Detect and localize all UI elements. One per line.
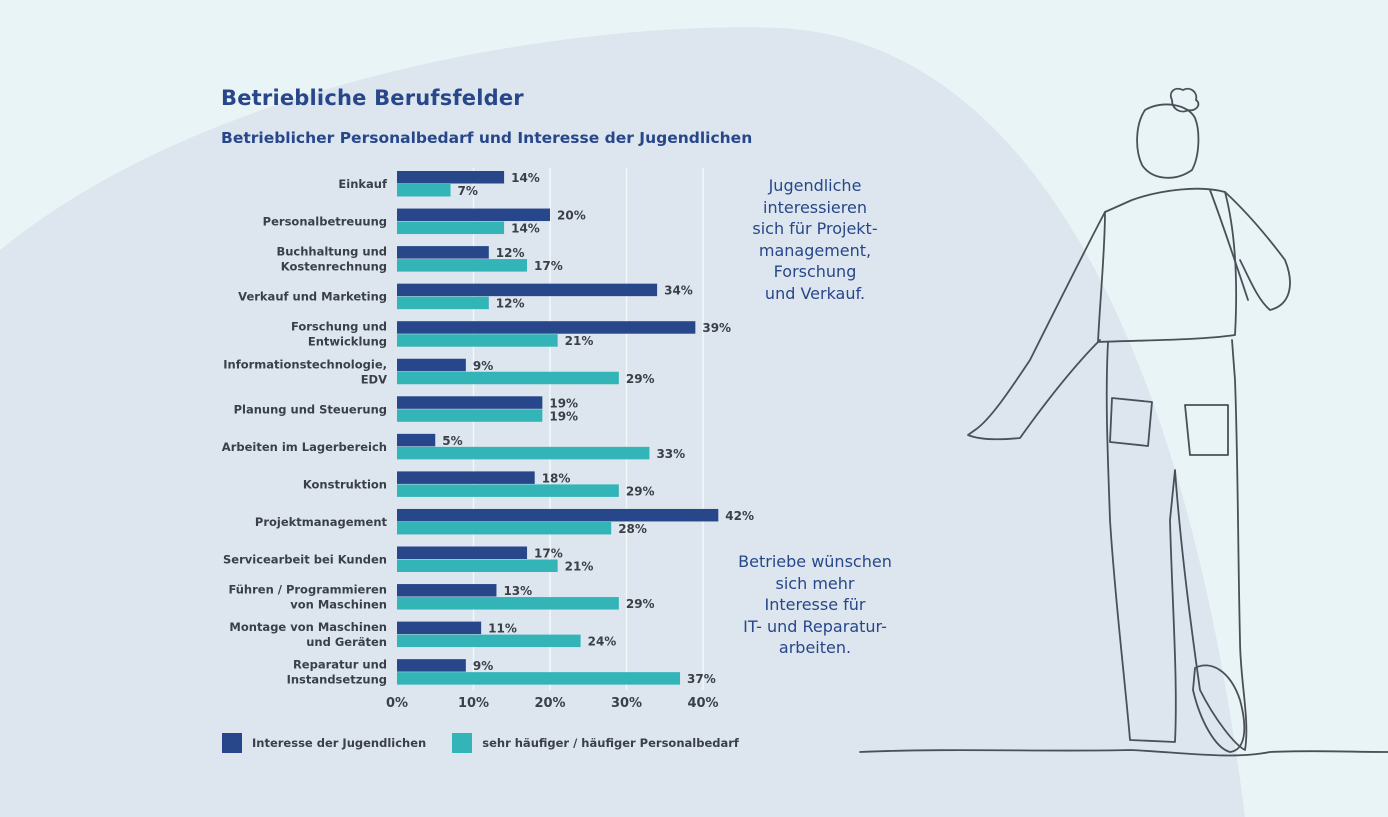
x-tick-label: 20% [534, 696, 565, 711]
bar-interest [397, 584, 497, 597]
value-label-interest: 42% [725, 509, 754, 523]
bar-demand [397, 184, 451, 197]
value-label-interest: 39% [702, 321, 731, 335]
bar-interest [397, 358, 466, 372]
category-label: Buchhaltung und [276, 245, 387, 259]
bar-interest [397, 246, 489, 259]
bar-interest [397, 283, 658, 297]
value-label-interest: 18% [542, 471, 571, 485]
category-label: Reparatur und [293, 658, 387, 672]
bar-demand [397, 634, 581, 648]
value-label-demand: 19% [549, 409, 578, 423]
bar-interest [397, 659, 466, 672]
bar-interest [397, 171, 505, 184]
category-label: von Maschinen [290, 598, 387, 612]
bar-demand [397, 296, 489, 310]
value-label-demand: 7% [458, 184, 478, 198]
category-label: Einkauf [338, 177, 388, 191]
bars [397, 171, 719, 685]
value-label-demand: 29% [626, 372, 655, 386]
bar-interest [397, 396, 543, 409]
value-label-demand: 21% [565, 560, 594, 574]
x-tick-label: 40% [687, 696, 718, 711]
value-label-demand: 37% [687, 672, 716, 686]
category-label: Montage von Maschinen [229, 620, 387, 634]
bar-demand [397, 672, 681, 685]
annotation-company-wish: Betriebe wünschen sich mehr Interesse fü… [738, 552, 892, 657]
value-label-demand: 29% [626, 484, 655, 498]
value-label-interest: 5% [442, 434, 462, 448]
legend-label-interest: Interesse der Jugendlichen [252, 736, 427, 750]
value-label-demand: 28% [618, 522, 647, 536]
value-label-demand: 33% [656, 447, 685, 461]
value-label-interest: 14% [511, 171, 540, 185]
value-label-interest: 9% [473, 359, 493, 373]
legend-label-demand: sehr häufiger / häufiger Personalbedarf [482, 736, 739, 750]
value-label-demand: 17% [534, 259, 563, 273]
bar-demand [397, 221, 505, 235]
value-label-demand: 29% [626, 597, 655, 611]
category-label: Planung und Steuerung [234, 402, 387, 416]
value-label-interest: 20% [557, 209, 586, 223]
category-label: Kostenrechnung [281, 260, 387, 274]
bar-demand [397, 597, 619, 610]
value-label-demand: 12% [496, 297, 525, 311]
bar-interest [397, 208, 550, 222]
bar-interest [397, 621, 482, 635]
chart-legend: Interesse der Jugendlichen sehr häufiger… [222, 733, 765, 753]
category-label: Entwicklung [308, 335, 387, 349]
category-label: Instandsetzung [287, 673, 387, 687]
legend-swatch-interest [222, 733, 242, 753]
x-tick-label: 10% [458, 696, 489, 711]
category-label: und Geräten [306, 635, 387, 649]
labels: 0% 10% 20% 30% 40% Einkauf 14% 7% Personalbetreu… [222, 171, 754, 711]
bar-demand [397, 521, 612, 535]
category-label: Führen / Programmieren [228, 583, 387, 597]
bar-interest [397, 508, 719, 522]
category-label: Konstruktion [303, 477, 387, 491]
value-label-interest: 17% [534, 547, 563, 561]
category-label: Verkauf und Marketing [238, 290, 387, 304]
legend-item-interest: Interesse der Jugendlichen [222, 733, 426, 753]
category-label: Projektmanagement [255, 515, 388, 529]
value-label-interest: 11% [488, 622, 517, 636]
bar-interest [397, 433, 436, 447]
bar-demand [397, 559, 558, 572]
bar-demand [397, 409, 543, 422]
x-tick-label: 0% [386, 696, 408, 711]
legend-item-demand: sehr häufiger / häufiger Personalbedarf [452, 733, 739, 753]
value-label-demand: 14% [511, 222, 540, 236]
annotation-youth-interest: Jugendliche interessieren sich für Proje… [752, 176, 878, 303]
bar-demand [397, 259, 528, 272]
category-label: Informationstechnologie, [223, 357, 387, 371]
bar-interest [397, 321, 696, 334]
background-arc-shape [0, 27, 1245, 817]
value-label-interest: 9% [473, 659, 493, 673]
category-label: Arbeiten im Lagerbereich [222, 440, 387, 454]
value-label-demand: 21% [565, 334, 594, 348]
x-tick-label: 30% [611, 696, 642, 711]
bar-interest [397, 546, 528, 559]
value-label-demand: 24% [588, 635, 617, 649]
value-label-interest: 13% [503, 584, 532, 598]
value-label-interest: 19% [549, 396, 578, 410]
bar-demand [397, 334, 558, 347]
bar-interest [397, 471, 535, 484]
category-label: Servicearbeit bei Kunden [223, 553, 387, 567]
legend-swatch-demand [452, 733, 473, 753]
page-title: Betriebliche Berufsfelder [221, 86, 524, 110]
chart-subtitle: Betrieblicher Personalbedarf und Interes… [221, 129, 753, 147]
bar-demand [397, 484, 619, 497]
category-label: Personalbetreuung [263, 215, 387, 229]
bar-demand [397, 446, 650, 460]
value-label-interest: 34% [664, 284, 693, 298]
value-label-interest: 12% [496, 246, 525, 260]
category-label: EDV [361, 372, 387, 386]
bar-demand [397, 371, 619, 385]
category-label: Forschung und [291, 320, 387, 334]
